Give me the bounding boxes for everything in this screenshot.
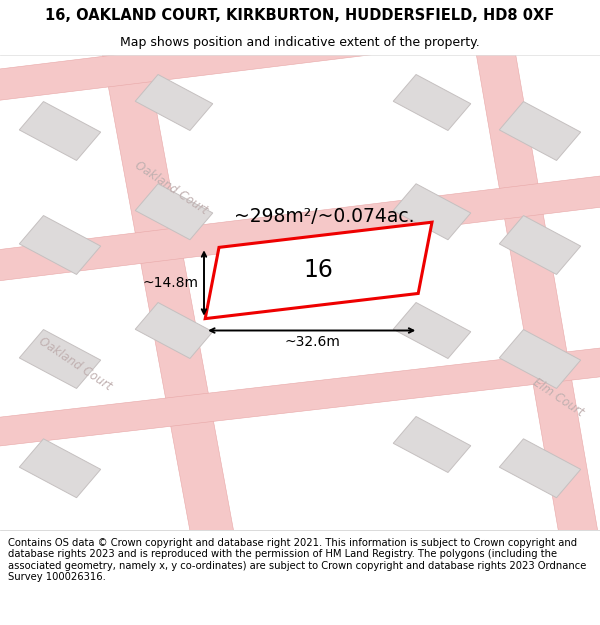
Polygon shape xyxy=(19,216,101,274)
Polygon shape xyxy=(393,184,471,240)
Polygon shape xyxy=(135,184,213,240)
Polygon shape xyxy=(393,74,471,131)
Polygon shape xyxy=(499,216,581,274)
Polygon shape xyxy=(0,0,600,104)
Polygon shape xyxy=(98,29,238,556)
Text: ~32.6m: ~32.6m xyxy=(284,336,340,349)
Polygon shape xyxy=(19,101,101,161)
Polygon shape xyxy=(473,29,600,556)
Polygon shape xyxy=(0,345,600,449)
Text: Contains OS data © Crown copyright and database right 2021. This information is : Contains OS data © Crown copyright and d… xyxy=(8,538,586,582)
Polygon shape xyxy=(0,173,600,284)
Polygon shape xyxy=(135,74,213,131)
Polygon shape xyxy=(499,101,581,161)
Polygon shape xyxy=(19,439,101,498)
Polygon shape xyxy=(499,439,581,498)
Text: 16: 16 xyxy=(303,258,333,282)
Text: 16, OAKLAND COURT, KIRKBURTON, HUDDERSFIELD, HD8 0XF: 16, OAKLAND COURT, KIRKBURTON, HUDDERSFI… xyxy=(46,8,554,23)
Polygon shape xyxy=(135,302,213,359)
Polygon shape xyxy=(499,329,581,389)
Polygon shape xyxy=(19,329,101,389)
Polygon shape xyxy=(393,416,471,472)
Text: Elm Court: Elm Court xyxy=(530,375,586,419)
Text: Oakland Court: Oakland Court xyxy=(36,334,114,393)
Polygon shape xyxy=(205,222,432,319)
Text: ~14.8m: ~14.8m xyxy=(143,276,199,290)
Text: Map shows position and indicative extent of the property.: Map shows position and indicative extent… xyxy=(120,36,480,49)
Polygon shape xyxy=(393,302,471,359)
Text: Oakland Court: Oakland Court xyxy=(132,159,210,217)
Text: ~298m²/~0.074ac.: ~298m²/~0.074ac. xyxy=(234,207,414,226)
